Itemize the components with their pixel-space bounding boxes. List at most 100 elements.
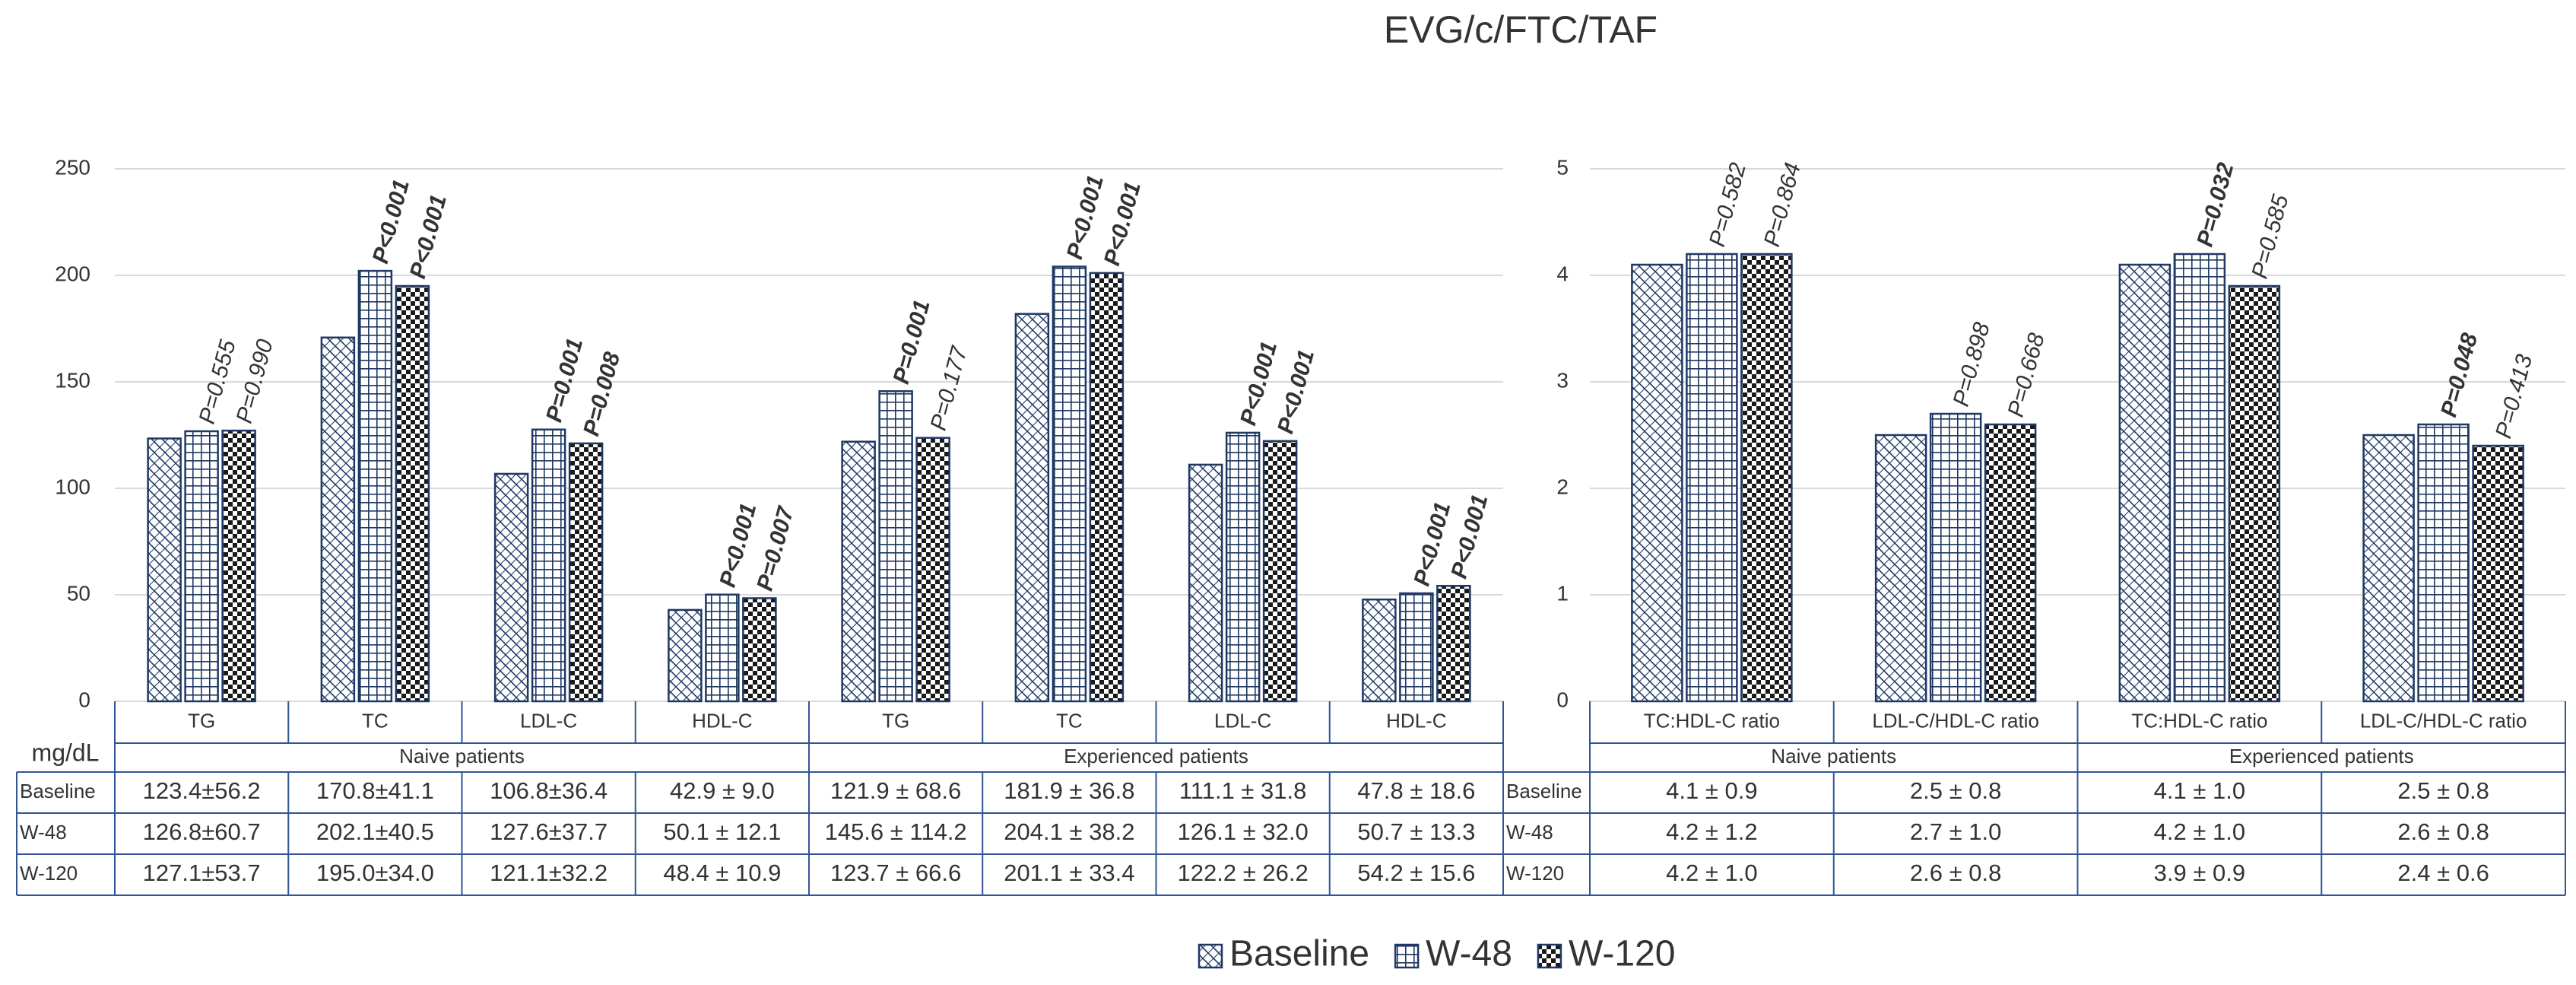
table-cell: 4.2 ± 1.0 [1666,859,1757,886]
table-cell: 123.7 ± 66.6 [830,859,961,886]
table-cell: 50.1 ± 12.1 [663,818,781,845]
bar [320,336,356,703]
bar [184,430,219,703]
y-tick-label: 50 [67,581,90,605]
bar [2472,444,2524,703]
table-cell: 111.1 ± 31.8 [1179,777,1307,804]
bar [1631,263,1683,703]
table-cell: 54.2 ± 15.6 [1357,859,1475,886]
x-tick-label: TG [882,709,909,732]
bar [568,442,604,703]
bar [668,608,703,703]
table-cell: 2.4 ± 0.6 [2397,859,2489,886]
table-cell: 4.1 ± 0.9 [1666,777,1757,804]
group-label: Experienced patients [1064,745,1248,767]
legend-label: Baseline [1229,934,1369,974]
bar [2362,434,2415,703]
table-cell: 48.4 ± 10.9 [663,859,781,886]
y-tick-label: 250 [55,155,90,179]
table-cell: 123.4±56.2 [143,777,261,804]
bar [1436,584,1471,703]
bar [493,472,529,703]
p-value-label: P=0.413 [2491,351,2537,441]
p-value-label: P=0.898 [1949,319,1995,409]
row-label: W-120 [20,862,78,885]
legend-swatch [1537,943,1562,969]
x-tick-label: TC:HDL-C ratio [1644,709,1780,732]
bar [1262,440,1298,703]
y-tick-label: 2 [1556,475,1569,498]
table-cell: 42.9 ± 9.0 [670,777,775,804]
p-value-label: P<0.001 [1062,173,1109,262]
table-cell: 121.9 ± 68.6 [830,777,961,804]
table-cell: 202.1±40.5 [316,818,434,845]
x-tick-label: LDL-C/HDL-C ratio [1872,709,2039,732]
bar [2173,253,2226,703]
bar [1984,423,2037,703]
table-cell: 2.7 ± 1.0 [1910,818,2001,845]
legend-swatch [1198,943,1223,969]
x-tick-label: TG [188,709,215,732]
y-tick-label: 200 [55,262,90,285]
bar [1929,412,1982,703]
p-value-label: P=0.001 [889,297,935,386]
bar [1362,598,1397,703]
table-cell: 181.9 ± 36.8 [1004,777,1134,804]
table-cell: 2.5 ± 0.8 [1910,777,2001,804]
x-tick-label: TC [1056,709,1083,732]
table-cell: 204.1 ± 38.2 [1004,818,1134,845]
y-unit-label: mg/dL [32,739,100,766]
group-label: Experienced patients [2229,745,2414,767]
legend-label: W-120 [1569,934,1676,974]
bar [915,437,950,703]
bar [1740,253,1793,703]
table-cell: 4.2 ± 1.2 [1666,818,1757,845]
bar [2118,263,2172,703]
bar [1089,272,1125,703]
bar [357,269,393,703]
x-tick-label: TC [362,709,389,732]
table-cell: 47.8 ± 18.6 [1357,777,1475,804]
table-cell: 122.2 ± 26.2 [1178,859,1309,886]
bar [1874,434,1927,703]
p-value-label: P<0.001 [368,177,414,266]
table-cell: 127.1±53.7 [143,859,261,886]
y-tick-label: 4 [1556,262,1569,285]
row-label: W-48 [20,821,67,844]
p-value-label: P=0.864 [1759,160,1806,249]
table-cell: 126.1 ± 32.0 [1178,818,1309,845]
table-cell: 2.6 ± 0.8 [2397,818,2489,845]
table-cell: 145.6 ± 114.2 [825,818,967,845]
x-tick-label: LDL-C [520,709,577,732]
table-cell: 50.7 ± 13.3 [1357,818,1475,845]
bar [2417,423,2470,703]
p-value-label: P=0.585 [2247,192,2293,281]
bar [742,597,777,703]
bar [705,593,740,703]
bar [221,429,256,703]
row-label: W-120 [1506,862,1564,885]
y-tick-label: 5 [1556,155,1569,179]
p-value-label: P=0.032 [2192,160,2238,249]
x-tick-label: LDL-C [1214,709,1271,732]
bar [1052,265,1087,703]
p-value-label: P=0.177 [926,343,972,434]
table-cell: 201.1 ± 33.4 [1004,859,1134,886]
y-tick-label: 1 [1556,581,1569,605]
x-tick-label: HDL-C [1386,709,1446,732]
figure-title: EVG/c/FTC/TAF [1384,8,1658,51]
group-label: Naive patients [399,745,525,767]
table-cell: 4.1 ± 1.0 [2154,777,2245,804]
table-cell: 2.5 ± 0.8 [2397,777,2489,804]
y-tick-label: 3 [1556,368,1569,392]
bar [395,284,430,703]
table-cell: 195.0±34.0 [316,859,434,886]
x-tick-label: TC:HDL-C ratio [2131,709,2267,732]
y-tick-label: 0 [1556,688,1569,711]
legend-swatch [1394,943,1420,969]
p-value-label: P=0.007 [752,504,798,594]
y-tick-label: 0 [78,688,90,711]
row-label: Baseline [1506,780,1582,802]
table-cell: 126.8±60.7 [143,818,261,845]
bar [1686,253,1738,703]
